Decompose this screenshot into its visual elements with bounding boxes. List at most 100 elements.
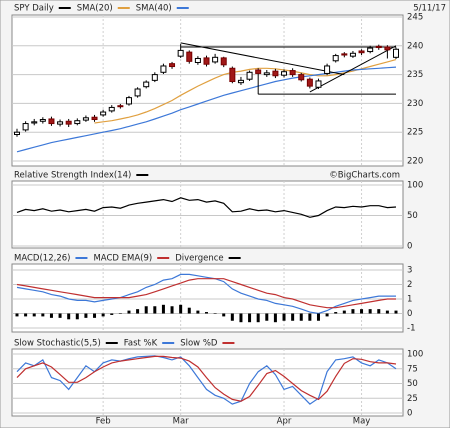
y-tick-label: -1	[407, 324, 415, 334]
trendline	[180, 42, 345, 76]
y-tick-label: 100	[407, 350, 423, 360]
candle-body	[212, 56, 219, 63]
candle-body	[48, 118, 55, 125]
divergence-bar	[67, 313, 71, 320]
divergence-bar	[110, 313, 114, 315]
divergence-bar	[84, 313, 88, 318]
y-tick-label: 0	[407, 242, 412, 252]
candle-body	[281, 71, 288, 76]
divergence-bar	[291, 313, 295, 321]
y-tick-label: 0	[407, 409, 412, 419]
candle-body	[298, 74, 305, 81]
divergence-bar	[360, 309, 364, 314]
divergence-bar	[32, 313, 36, 317]
divergence-bar	[248, 313, 252, 323]
series-line	[16, 355, 397, 402]
divergence-bar	[282, 313, 286, 321]
y-tick-label: 100	[407, 181, 423, 191]
y-tick-label: 240	[407, 41, 423, 51]
legend-label: SMA(20)	[77, 4, 113, 14]
divergence-bar	[377, 309, 381, 314]
candle-body	[289, 70, 296, 76]
divergence-bar	[136, 309, 140, 314]
candle-body	[177, 49, 184, 57]
candle-body	[220, 57, 227, 66]
divergence-bar	[196, 310, 200, 314]
y-tick-label: 230	[407, 99, 423, 109]
divergence-bar	[49, 313, 53, 318]
candle-body	[125, 97, 132, 105]
candle-body	[341, 53, 348, 56]
divergence-bar	[334, 312, 338, 314]
x-tick-label: Mar	[173, 417, 190, 427]
candle-body	[324, 65, 331, 74]
candle-body	[100, 111, 107, 116]
divergence-bar	[144, 306, 148, 314]
divergence-bar	[325, 313, 329, 317]
panel-title: SPY Daily	[14, 4, 54, 14]
divergence-bar	[239, 313, 243, 323]
candle-body	[31, 121, 38, 124]
divergence-bar	[213, 313, 217, 314]
divergence-bar	[308, 313, 312, 321]
candle-body	[272, 70, 279, 77]
credit: ©BigCharts.com	[329, 171, 400, 181]
candle-body	[14, 131, 20, 136]
series-line	[16, 355, 397, 405]
candle-body	[186, 51, 193, 62]
y-tick-label: 235	[407, 70, 423, 80]
candle-body	[255, 69, 262, 74]
divergence-bar	[368, 309, 372, 314]
divergence-bar	[41, 313, 45, 317]
candle-body	[82, 117, 89, 121]
candle-body	[315, 80, 322, 88]
divergence-bar	[385, 310, 389, 314]
candle-body	[246, 71, 253, 80]
divergence-bar	[24, 313, 28, 317]
y-tick-label: 3	[407, 266, 412, 276]
candle-body	[393, 48, 399, 58]
candle-body	[57, 121, 64, 125]
y-tick-label: 50	[407, 379, 418, 389]
candle-body	[358, 50, 365, 54]
series-line	[16, 278, 396, 309]
plot-area	[11, 180, 404, 249]
date-label: 5/11/17	[413, 4, 446, 14]
y-tick-label: 0	[407, 309, 412, 319]
divergence-bar	[153, 306, 157, 314]
divergence-bar	[351, 309, 355, 314]
y-tick-label: 2	[407, 280, 412, 290]
legend-label: Divergence	[175, 254, 223, 264]
candle-body	[74, 120, 81, 125]
x-tick-label: May	[353, 417, 371, 427]
candle-body	[39, 119, 46, 122]
candle-body	[143, 81, 150, 88]
divergence-bar	[394, 310, 398, 314]
divergence-bar	[161, 304, 165, 314]
legend-label: MACD EMA(9)	[93, 254, 152, 264]
candle-body	[237, 79, 244, 84]
candle-body	[108, 106, 115, 112]
candle-body	[229, 67, 236, 83]
candle-body	[367, 47, 374, 53]
candle-body	[169, 63, 176, 68]
divergence-bar	[205, 312, 208, 314]
candle-body	[263, 72, 270, 76]
candle-body	[349, 52, 356, 57]
panel-title: Slow Stochastic(5,5)	[14, 339, 101, 349]
legend-label: MACD(12,26)	[14, 254, 70, 264]
candle-body	[22, 123, 29, 131]
divergence-bar	[316, 313, 320, 321]
candle-body	[203, 57, 210, 65]
plot-area	[11, 14, 404, 167]
divergence-bar	[58, 313, 62, 318]
divergence-bar	[273, 313, 277, 323]
candle-body	[332, 55, 339, 62]
y-tick-label: 1	[407, 295, 412, 305]
divergence-bar	[187, 307, 191, 314]
indicator-line	[16, 197, 397, 218]
y-tick-label: 75	[407, 364, 418, 374]
y-tick-label: 225	[407, 128, 423, 138]
divergence-bar	[342, 310, 346, 314]
divergence-bar	[222, 313, 226, 317]
